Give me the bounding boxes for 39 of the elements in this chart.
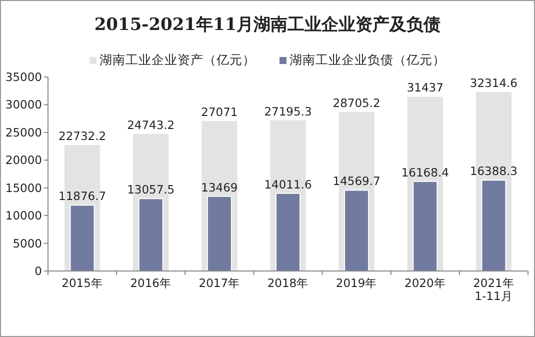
x-tick-label: 2019年 — [336, 276, 378, 290]
bar — [412, 180, 438, 272]
data-label: 24743.2 — [127, 118, 175, 132]
x-tick-label: 2020年 — [404, 276, 446, 290]
x-tick-label: 2015年 — [62, 276, 103, 290]
legend-label: 湖南工业企业负债（亿元） — [290, 52, 446, 67]
data-label: 13469 — [201, 180, 238, 194]
data-label: 14011.6 — [264, 177, 312, 192]
x-tick-label: 2018年 — [267, 276, 309, 290]
chart-title: 2015-2021年11月湖南工业企业资产及负债 — [94, 15, 441, 35]
bar — [344, 190, 370, 272]
y-tick-label: 10000 — [5, 208, 42, 223]
data-label: 27071 — [201, 104, 238, 119]
data-label: 16388.3 — [470, 164, 518, 178]
data-label: 14569.7 — [332, 174, 380, 188]
x-tick-label: 2016年 — [130, 276, 172, 290]
x-tick-label: 2017年 — [198, 276, 240, 290]
y-tick-label: 25000 — [5, 125, 42, 140]
data-label: 13057.5 — [127, 182, 175, 197]
data-label: 31437 — [406, 80, 444, 95]
data-label: 27195.3 — [264, 104, 312, 118]
y-tick-label: 20000 — [5, 153, 42, 168]
data-label: 32314.6 — [470, 76, 518, 90]
bar — [70, 204, 95, 272]
bar — [206, 196, 232, 272]
bar — [481, 180, 506, 272]
y-tick-label: 0 — [34, 264, 42, 278]
y-tick-label: 35000 — [5, 70, 42, 84]
data-label: 11876.7 — [58, 189, 106, 204]
y-tick-label: 5000 — [12, 236, 42, 250]
x-tick-label: 2021年1-11月 — [473, 276, 514, 303]
bar — [276, 192, 300, 272]
legend-label: 湖南工业企业资产（亿元） — [100, 52, 256, 67]
y-tick-label: 30000 — [5, 98, 42, 112]
data-label: 22732.2 — [58, 129, 106, 143]
bar — [138, 198, 164, 272]
data-label: 28705.2 — [332, 96, 380, 110]
data-label: 16168.4 — [401, 165, 449, 180]
y-tick-label: 15000 — [5, 180, 42, 195]
